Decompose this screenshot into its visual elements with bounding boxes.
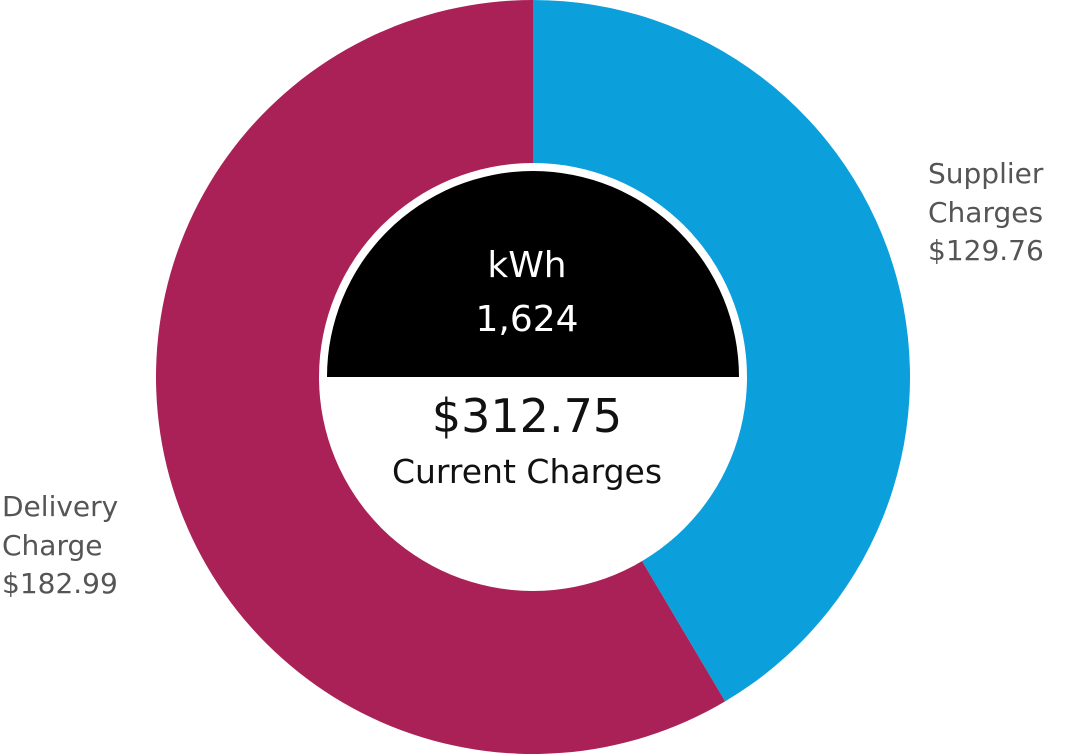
supplier-value: $129.76 [928, 234, 1044, 267]
usage-panel [327, 171, 739, 377]
usage-label: kWh [487, 245, 566, 286]
delivery-value: $182.99 [2, 567, 118, 600]
delivery-label-line2: Charge [2, 529, 102, 562]
usage-value: 1,624 [475, 299, 578, 340]
supplier-label-line1: Supplier [928, 157, 1044, 190]
total-charges-label: Current Charges [392, 452, 662, 491]
supplier-label-line2: Charges [928, 196, 1043, 229]
delivery-label-line1: Delivery [2, 490, 118, 523]
delivery-label: Delivery Charge $182.99 [2, 490, 118, 600]
supplier-label: Supplier Charges $129.76 [928, 157, 1044, 267]
total-charges-value: $312.75 [432, 389, 622, 443]
